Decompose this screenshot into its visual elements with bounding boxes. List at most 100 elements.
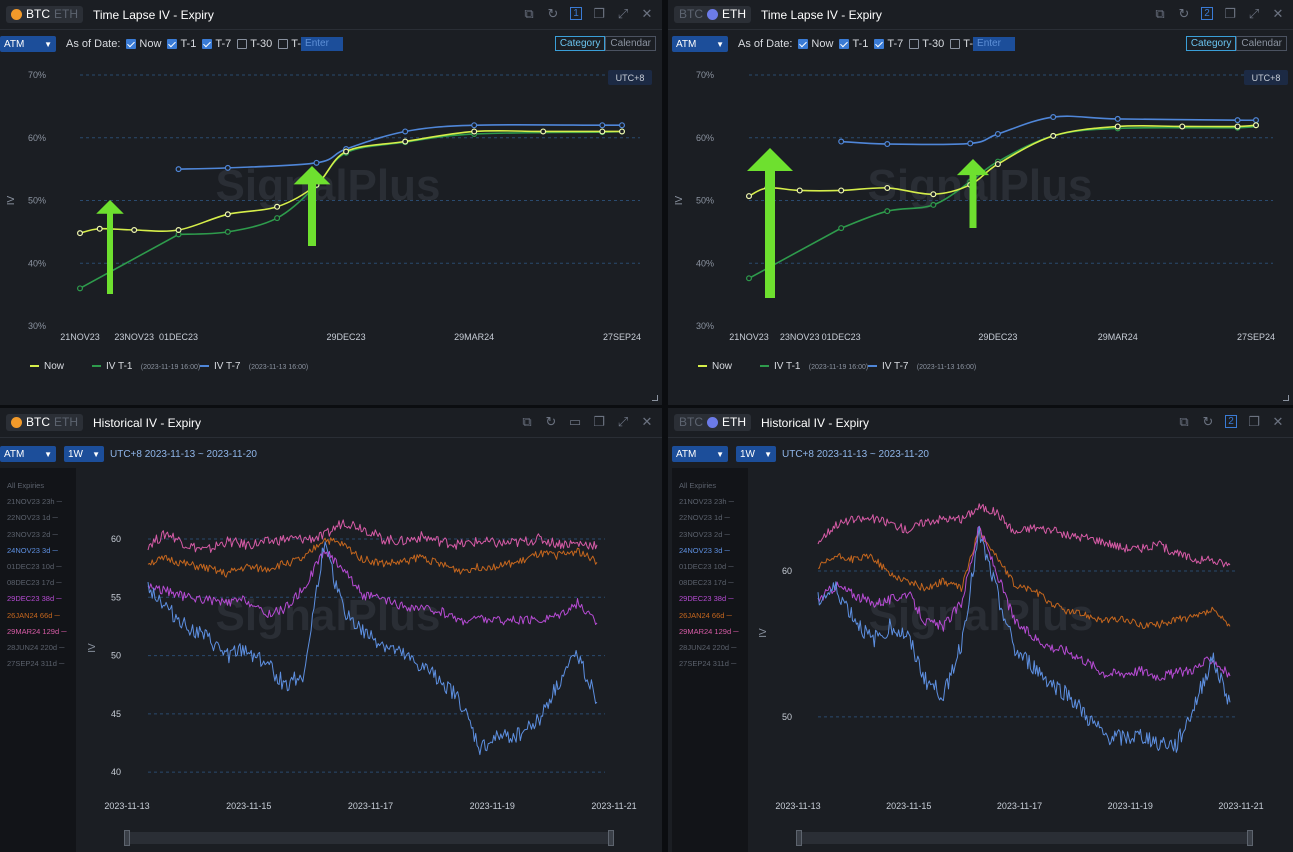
- expiry-item[interactable]: 27SEP24 311d ─: [679, 659, 737, 669]
- expiry-item[interactable]: 22NOV23 1d ─: [7, 513, 58, 523]
- coin-eth[interactable]: ETH: [54, 7, 78, 21]
- all-expiries-toggle[interactable]: All Expiries: [7, 481, 45, 490]
- coin-eth[interactable]: ETH: [722, 415, 746, 429]
- expiry-item[interactable]: 28JUN24 220d ─: [7, 642, 65, 652]
- expiry-item[interactable]: 08DEC23 17d ─: [7, 578, 62, 588]
- folder-icon[interactable]: ▭: [568, 414, 582, 429]
- watermark: SignalPlus: [869, 591, 1094, 640]
- checkbox-now[interactable]: Now: [798, 38, 833, 50]
- coin-switcher[interactable]: BTC ETH: [674, 414, 751, 431]
- expiry-item[interactable]: 29DEC23 38d ─: [679, 594, 734, 604]
- panel-actions: ⧉ ↻ 2 ❐ ✕: [1177, 415, 1285, 429]
- category-toggle[interactable]: Category: [1185, 36, 1237, 51]
- calendar-toggle[interactable]: Calendar: [1236, 36, 1287, 51]
- link-group-badge[interactable]: 2: [1201, 7, 1213, 20]
- coin-btc[interactable]: BTC: [679, 7, 703, 21]
- expiry-item[interactable]: 24NOV23 3d ─: [7, 545, 58, 555]
- calendar-toggle[interactable]: Calendar: [605, 36, 656, 51]
- expiry-item[interactable]: 21NOV23 23h ─: [679, 497, 734, 507]
- open-external-icon[interactable]: ⧉: [1179, 414, 1189, 429]
- expiry-item[interactable]: 29MAR24 129d ─: [679, 626, 739, 636]
- slider-handle-right[interactable]: [1247, 830, 1253, 846]
- expiry-item[interactable]: 26JAN24 66d ─: [679, 610, 732, 620]
- refresh-icon[interactable]: ↻: [545, 414, 557, 429]
- duplicate-icon[interactable]: ❐: [1224, 6, 1236, 21]
- open-external-icon[interactable]: ⧉: [524, 6, 534, 21]
- checkbox-t30[interactable]: T-30: [909, 38, 944, 50]
- checkbox-t7[interactable]: T-7: [202, 38, 231, 50]
- data-point: [967, 140, 974, 147]
- slider-handle-right[interactable]: [608, 830, 614, 846]
- link-group-badge[interactable]: 1: [570, 7, 582, 20]
- checkbox-now[interactable]: Now: [126, 38, 161, 50]
- expiry-item[interactable]: 01DEC23 10d ─: [679, 561, 734, 571]
- expiry-item[interactable]: 23NOV23 2d ─: [7, 529, 58, 539]
- coin-switcher[interactable]: BTC ETH: [6, 414, 83, 431]
- checkbox-t-custom[interactable]: T-: [950, 38, 973, 50]
- coin-btc[interactable]: BTC: [679, 415, 703, 429]
- period-select[interactable]: 1W ▼: [64, 446, 104, 462]
- atm-select[interactable]: ATM ▼: [0, 446, 56, 462]
- expiry-item[interactable]: 01DEC23 10d ─: [7, 561, 62, 571]
- all-expiries-toggle[interactable]: All Expiries: [679, 481, 717, 490]
- atm-select[interactable]: ATM ▼: [0, 36, 56, 52]
- coin-btc[interactable]: BTC: [26, 7, 50, 21]
- expiry-item[interactable]: 23NOV23 2d ─: [679, 529, 730, 539]
- resize-handle[interactable]: [652, 395, 658, 401]
- x-tick-label: 2023-11-19: [470, 801, 515, 811]
- time-range-slider[interactable]: [796, 830, 1253, 846]
- refresh-icon[interactable]: ↻: [1178, 6, 1190, 21]
- custom-days-input[interactable]: Enter: [973, 37, 1016, 51]
- expand-icon[interactable]: ⤢: [617, 6, 629, 21]
- expiry-item[interactable]: 22NOV23 1d ─: [679, 513, 730, 523]
- coin-switcher[interactable]: BTC ETH: [674, 6, 751, 23]
- coin-eth[interactable]: ETH: [54, 415, 78, 429]
- data-point: [471, 122, 478, 129]
- duplicate-icon[interactable]: ❐: [1248, 414, 1260, 429]
- close-icon[interactable]: ✕: [641, 414, 653, 429]
- expiry-item[interactable]: 28JUN24 220d ─: [679, 642, 737, 652]
- data-point: [1179, 123, 1186, 130]
- checkbox-t7[interactable]: T-7: [874, 38, 903, 50]
- atm-select[interactable]: ATM ▼: [672, 446, 728, 462]
- coin-btc[interactable]: BTC: [26, 415, 50, 429]
- expand-icon[interactable]: ⤢: [1248, 6, 1260, 21]
- checkbox-checked-icon: [167, 39, 178, 49]
- close-icon[interactable]: ✕: [1272, 6, 1284, 21]
- data-point: [540, 128, 547, 135]
- checkbox-t-custom[interactable]: T-: [278, 38, 301, 50]
- expand-icon[interactable]: ⤢: [617, 414, 629, 429]
- refresh-icon[interactable]: ↻: [1202, 414, 1214, 429]
- duplicate-icon[interactable]: ❐: [593, 6, 605, 21]
- category-toggle[interactable]: Category: [554, 36, 606, 51]
- atm-select[interactable]: ATM ▼: [672, 36, 728, 52]
- eth-icon: [707, 9, 718, 20]
- close-icon[interactable]: ✕: [641, 6, 653, 21]
- expiry-item[interactable]: 08DEC23 17d ─: [679, 578, 734, 588]
- expiry-item[interactable]: 29MAR24 129d ─: [7, 626, 67, 636]
- open-external-icon[interactable]: ⧉: [522, 414, 532, 429]
- expiry-item[interactable]: 24NOV23 3d ─: [679, 545, 730, 555]
- link-group-badge[interactable]: 2: [1225, 415, 1237, 428]
- refresh-icon[interactable]: ↻: [547, 6, 559, 21]
- expiry-item[interactable]: 26JAN24 66d ─: [7, 610, 60, 620]
- expiry-item[interactable]: 27SEP24 311d ─: [7, 659, 65, 669]
- slider-handle-left[interactable]: [124, 830, 130, 846]
- expiry-item[interactable]: 21NOV23 23h ─: [7, 497, 62, 507]
- btc-historical-panel: BTC ETH Historical IV - Expiry ⧉ ↻ ▭ ❐ ⤢…: [0, 408, 662, 852]
- period-select[interactable]: 1W ▼: [736, 446, 776, 462]
- close-icon[interactable]: ✕: [1272, 414, 1284, 429]
- slider-handle-left[interactable]: [796, 830, 802, 846]
- coin-switcher[interactable]: BTC ETH: [6, 6, 83, 23]
- data-point: [274, 215, 281, 222]
- resize-handle[interactable]: [1283, 395, 1289, 401]
- duplicate-icon[interactable]: ❐: [593, 414, 605, 429]
- coin-eth[interactable]: ETH: [722, 7, 746, 21]
- checkbox-t1[interactable]: T-1: [839, 38, 868, 50]
- open-external-icon[interactable]: ⧉: [1155, 6, 1165, 21]
- time-range-slider[interactable]: [124, 830, 614, 846]
- expiry-item[interactable]: 29DEC23 38d ─: [7, 594, 62, 604]
- checkbox-t30[interactable]: T-30: [237, 38, 272, 50]
- custom-days-input[interactable]: Enter: [301, 37, 344, 51]
- checkbox-t1[interactable]: T-1: [167, 38, 196, 50]
